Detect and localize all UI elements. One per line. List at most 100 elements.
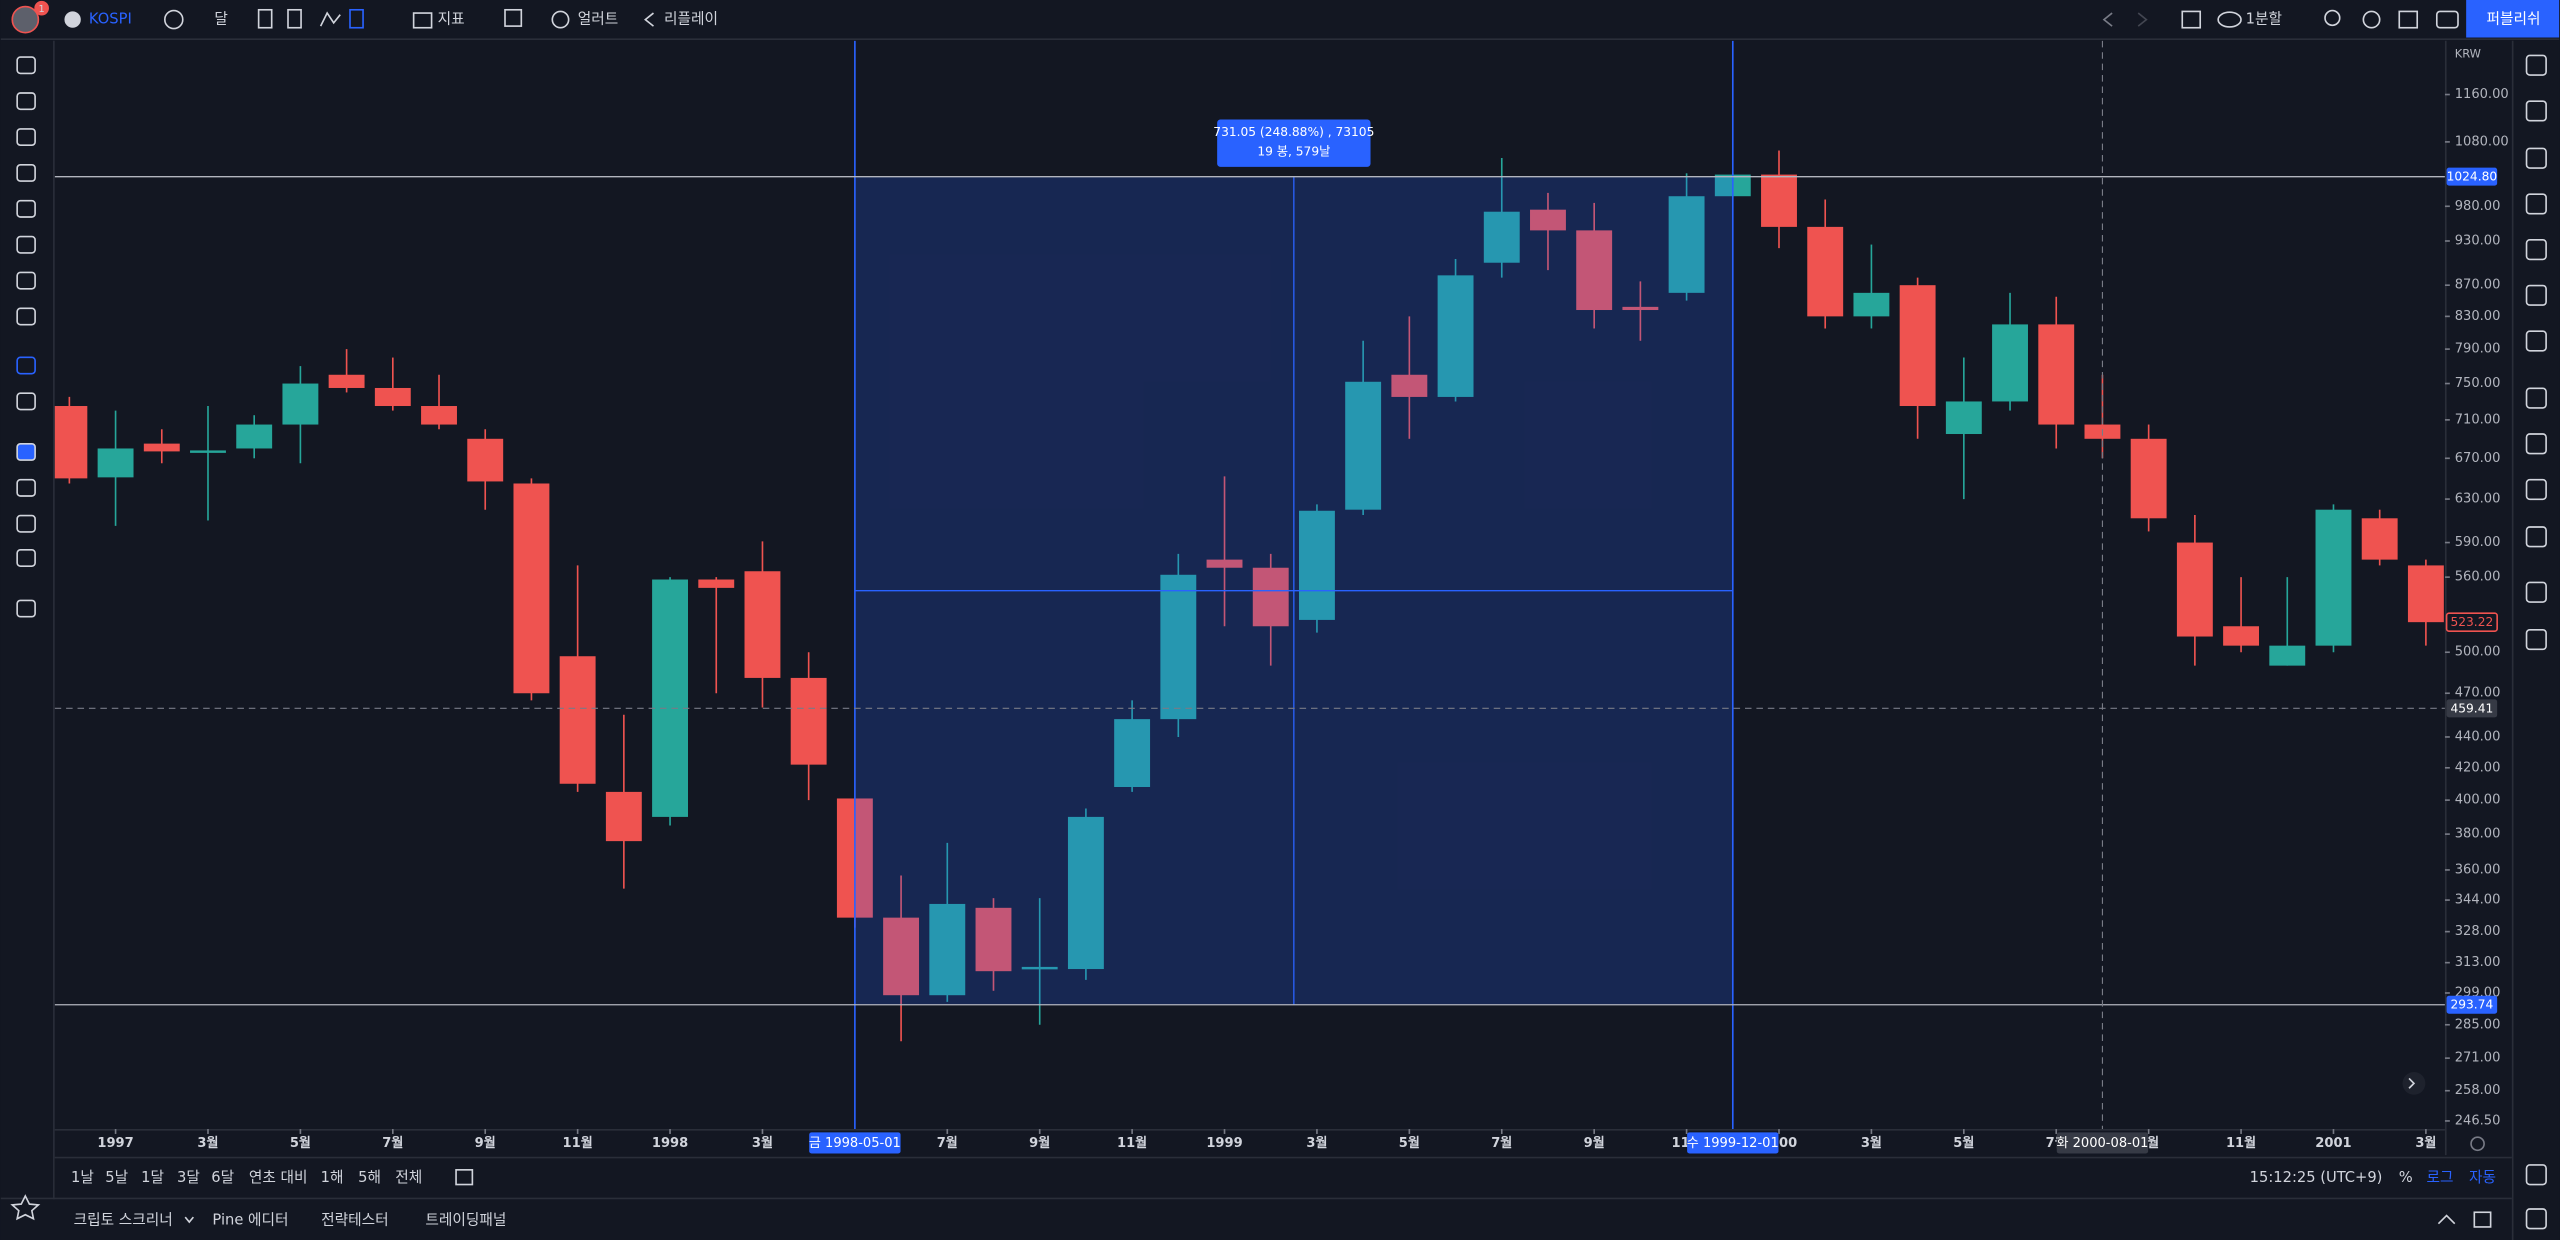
- badge: [34, 0, 49, 16]
- timeframe[interactable]: 1달: [141, 1169, 164, 1186]
- widget-icon[interactable]: [2525, 284, 2547, 306]
- timeframe[interactable]: 연초 대비: [249, 1169, 308, 1186]
- y-tick-label: 400.00: [2455, 793, 2501, 808]
- replay-icon[interactable]: [644, 12, 654, 27]
- panel-tab[interactable]: Pine 에디터: [212, 1211, 288, 1228]
- tool-icon[interactable]: [16, 271, 36, 290]
- timeframe[interactable]: 5해: [358, 1169, 381, 1186]
- collapse-panel[interactable]: [2437, 1214, 2456, 1225]
- auto-toggle[interactable]: 자동: [2469, 1169, 2496, 1186]
- alert-icon[interactable]: [551, 10, 570, 29]
- bar-type-icon[interactable]: [287, 8, 302, 29]
- tool-icon[interactable]: [16, 199, 36, 218]
- y-tick-label: 790.00: [2455, 342, 2501, 357]
- tool-icon[interactable]: [16, 392, 36, 411]
- y-tick-label: 360.00: [2455, 862, 2501, 877]
- timeframe[interactable]: 전체: [395, 1169, 422, 1186]
- candle-body: [143, 443, 180, 452]
- y-tick-label: 870.00: [2455, 278, 2501, 293]
- panel-tab[interactable]: 크립토 스크리너: [74, 1211, 173, 1228]
- timeframe[interactable]: 3달: [177, 1169, 200, 1186]
- y-tick-label: 470.00: [2455, 686, 2501, 701]
- cloud-icon[interactable]: [2217, 11, 2242, 28]
- currency[interactable]: KRW: [2455, 46, 2481, 60]
- tool-icon[interactable]: [16, 56, 36, 75]
- tool-icon[interactable]: [16, 163, 36, 182]
- axis-settings[interactable]: [2470, 1136, 2485, 1152]
- tool-icon[interactable]: [16, 599, 36, 618]
- candle-body: [2407, 565, 2444, 623]
- settings[interactable]: [2362, 10, 2381, 29]
- alert[interactable]: 얼러트: [578, 11, 619, 28]
- interval[interactable]: 달: [214, 11, 228, 28]
- date-label: 화 2000-08-01: [2056, 1136, 2148, 1151]
- percent-toggle[interactable]: %: [2399, 1169, 2413, 1186]
- tool-icon[interactable]: [16, 128, 36, 147]
- tool-icon[interactable]: [16, 92, 36, 111]
- widget-icon[interactable]: [2525, 628, 2547, 651]
- publish-button[interactable]: [2466, 0, 2560, 38]
- date-range-icon[interactable]: [455, 1169, 474, 1186]
- candle-body: [2176, 542, 2213, 637]
- search[interactable]: [2324, 9, 2341, 27]
- dropdown[interactable]: [184, 1216, 194, 1224]
- panel-tab[interactable]: 전략테스터: [321, 1211, 389, 1228]
- tool-icon[interactable]: [16, 307, 36, 326]
- avatar[interactable]: [11, 5, 40, 34]
- tool-icon[interactable]: [16, 442, 36, 461]
- widget-icon[interactable]: [2525, 1164, 2547, 1186]
- publish[interactable]: 퍼블리쉬: [2486, 11, 2540, 28]
- favorites[interactable]: [10, 1194, 41, 1221]
- snapshot[interactable]: [2435, 10, 2459, 29]
- maximize-panel[interactable]: [2473, 1211, 2492, 1228]
- y-tick-label: 930.00: [2455, 233, 2501, 248]
- tool-icon[interactable]: [16, 549, 36, 567]
- tool-icon[interactable]: [16, 514, 36, 533]
- panel-tab[interactable]: 트레이딩패널: [425, 1211, 506, 1228]
- widget-icon[interactable]: [2525, 54, 2547, 76]
- templates-icon[interactable]: [504, 8, 523, 27]
- timeframe[interactable]: 5날: [105, 1169, 128, 1186]
- widget-icon[interactable]: [2525, 330, 2547, 352]
- replay[interactable]: 리플레이: [664, 11, 718, 28]
- layout[interactable]: 1분할: [2246, 11, 2282, 28]
- tool-icon[interactable]: [16, 356, 36, 375]
- widget-icon[interactable]: [2525, 100, 2547, 122]
- widget-icon[interactable]: [2525, 478, 2547, 501]
- y-tick-label: 344.00: [2455, 893, 2501, 908]
- price-label-box: [2446, 995, 2498, 1014]
- widget-icon[interactable]: [2525, 387, 2547, 409]
- fullscreen[interactable]: [2398, 10, 2419, 29]
- clock: 15:12:25 (UTC+9): [2250, 1169, 2383, 1186]
- indicator-icon[interactable]: [412, 12, 433, 29]
- add-symbol[interactable]: [163, 9, 184, 30]
- tool-icon[interactable]: [16, 235, 36, 254]
- redo[interactable]: [2137, 12, 2148, 27]
- scroll-right[interactable]: [2408, 1077, 2416, 1089]
- tool-icon[interactable]: [16, 478, 36, 497]
- timeframe[interactable]: 1날: [71, 1169, 94, 1186]
- timeframe[interactable]: 1해: [321, 1169, 344, 1186]
- log-toggle[interactable]: 로그: [2427, 1169, 2454, 1186]
- x-tick-label: 3월: [1861, 1135, 1882, 1151]
- candle-body: [790, 677, 827, 765]
- widget-icon[interactable]: [2525, 433, 2547, 455]
- chart-type-icon[interactable]: [257, 8, 273, 29]
- widget-group: [2525, 54, 2547, 1230]
- line-type-icon[interactable]: [319, 11, 341, 27]
- undo[interactable]: [2102, 12, 2113, 27]
- widget-icon[interactable]: [2525, 1208, 2547, 1230]
- timeframe[interactable]: 6달: [211, 1169, 234, 1186]
- candle-type-icon[interactable]: [349, 8, 364, 29]
- x-tick-label: 2001: [2315, 1136, 2351, 1151]
- widget-icon[interactable]: [2525, 193, 2547, 215]
- widget-icon[interactable]: [2525, 526, 2547, 548]
- symbol[interactable]: KOSPI: [89, 11, 132, 28]
- widget-icon[interactable]: [2525, 239, 2547, 261]
- widget-icon[interactable]: [2525, 581, 2547, 603]
- layout-icon[interactable]: [2181, 10, 2202, 29]
- indicators[interactable]: 지표: [438, 11, 465, 28]
- widget-icon[interactable]: [2525, 147, 2547, 169]
- x-tick-label: 7월: [382, 1135, 403, 1151]
- measure-info: 731.05 (248.88%) , 73105: [1213, 125, 1374, 139]
